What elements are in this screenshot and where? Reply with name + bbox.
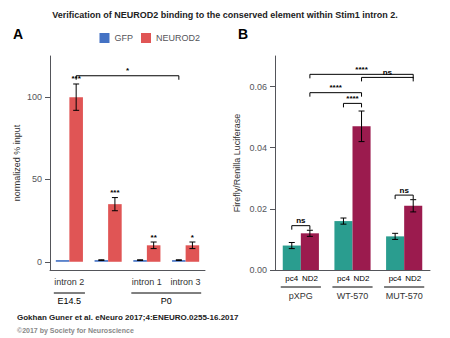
svg-text:normalized % input: normalized % input xyxy=(12,124,22,201)
svg-text:50: 50 xyxy=(32,174,42,184)
svg-text:**: ** xyxy=(151,233,158,242)
svg-text:WT-570: WT-570 xyxy=(337,291,369,301)
svg-text:*: * xyxy=(191,233,195,242)
svg-text:NEUROD2: NEUROD2 xyxy=(156,33,200,43)
svg-text:0.06: 0.06 xyxy=(249,82,267,92)
svg-text:****: **** xyxy=(355,65,368,74)
svg-text:pc4: pc4 xyxy=(285,274,298,283)
svg-text:ns: ns xyxy=(399,186,409,195)
svg-text:A: A xyxy=(13,26,23,42)
svg-text:pXPG: pXPG xyxy=(289,291,313,301)
svg-text:***: *** xyxy=(110,188,120,197)
svg-text:pc4: pc4 xyxy=(389,274,402,283)
svg-text:GFP: GFP xyxy=(114,33,133,43)
svg-text:B: B xyxy=(238,26,248,42)
svg-text:ns: ns xyxy=(296,216,306,225)
svg-text:MUT-570: MUT-570 xyxy=(386,291,423,301)
svg-text:Verification of NEUROD2 bindin: Verification of NEUROD2 binding to the c… xyxy=(52,10,398,20)
svg-text:pc4: pc4 xyxy=(337,274,350,283)
svg-text:100: 100 xyxy=(27,92,42,102)
svg-text:Gokhan Guner et al. eNeuro 201: Gokhan Guner et al. eNeuro 2017;4:ENEURO… xyxy=(17,313,239,322)
svg-text:P0: P0 xyxy=(161,296,172,306)
svg-text:0.04: 0.04 xyxy=(249,143,267,153)
svg-text:E14.5: E14.5 xyxy=(58,296,82,306)
svg-text:Firefly/Renilla Luciferase: Firefly/Renilla Luciferase xyxy=(232,114,242,213)
svg-text:0.02: 0.02 xyxy=(249,204,267,214)
svg-text:****: **** xyxy=(329,83,342,92)
svg-text:©2017 by Society for Neuroscie: ©2017 by Society for Neuroscience xyxy=(17,327,134,335)
svg-text:ns: ns xyxy=(383,68,393,77)
svg-text:intron 2: intron 2 xyxy=(54,277,84,287)
svg-text:intron 3: intron 3 xyxy=(171,277,201,287)
svg-text:ND2: ND2 xyxy=(405,274,422,283)
svg-text:****: **** xyxy=(346,94,359,103)
svg-text:ND2: ND2 xyxy=(302,274,319,283)
svg-text:*: * xyxy=(126,66,130,75)
svg-text:ND2: ND2 xyxy=(354,274,371,283)
svg-text:intron 1: intron 1 xyxy=(132,277,162,287)
svg-text:0.00: 0.00 xyxy=(249,265,267,275)
svg-text:0: 0 xyxy=(37,257,42,267)
